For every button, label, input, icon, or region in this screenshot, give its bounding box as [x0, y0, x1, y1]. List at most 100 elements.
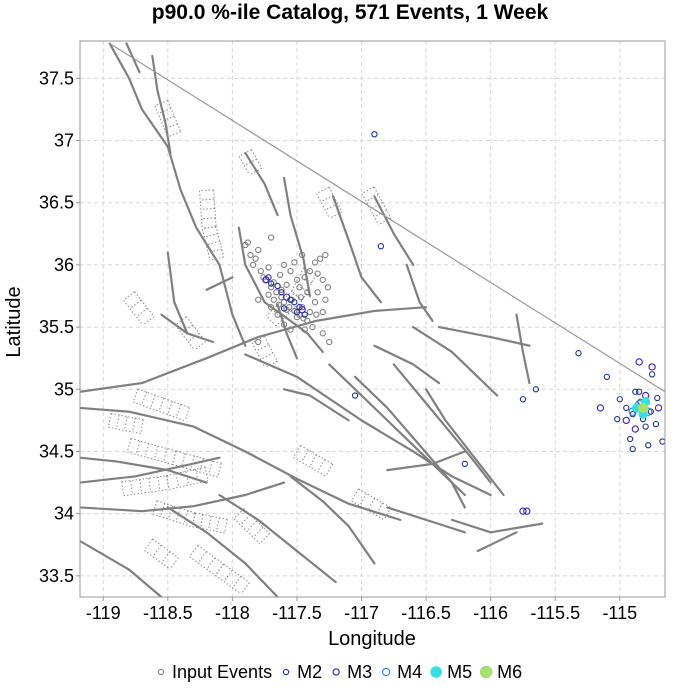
ruptured-fault [293, 444, 334, 477]
fault-trace [386, 450, 466, 472]
legend-label: M5 [447, 662, 472, 682]
ruptured-fault-traces [107, 100, 392, 595]
x-tick-label: -115.5 [530, 603, 580, 623]
fault-trace [108, 42, 247, 347]
input-event-marker [304, 317, 311, 325]
m2-event-marker [532, 386, 540, 393]
m3-event-marker [298, 306, 306, 314]
legend-item: Input Events [157, 662, 272, 682]
ruptured-fault [121, 466, 209, 497]
ruptured-fault [174, 316, 207, 351]
input-event-marker [255, 246, 262, 254]
fault-trace [476, 531, 518, 553]
x-axis-title: Longitude [328, 628, 416, 650]
m2-event-marker [642, 423, 649, 430]
fault-trace [160, 313, 215, 344]
ruptured-fault [351, 488, 392, 521]
m2-event-marker [274, 282, 281, 290]
ruptured-fault [143, 538, 179, 570]
input-event-marker [304, 289, 311, 296]
fault-trace [80, 539, 163, 597]
fault-trace [151, 54, 172, 155]
legend-item: M5 [430, 662, 472, 682]
input-event-marker [280, 261, 288, 269]
legend-marker [282, 668, 290, 676]
legend-label: M4 [397, 662, 422, 682]
m2-event-marker [371, 131, 378, 138]
input-event-marker [309, 323, 316, 331]
input-event-marker [267, 234, 275, 241]
m3-event-marker [622, 416, 630, 425]
input-event-marker [265, 264, 272, 271]
input-event-marker [283, 281, 290, 288]
fault-trace [353, 375, 466, 509]
y-tick-label: 34.5 [39, 441, 74, 461]
m2-event-marker [351, 392, 359, 399]
fault-trace [218, 493, 337, 584]
ruptured-fault [154, 100, 182, 138]
y-axis-ticks: 33.5 34 34.5 35 35.5 36 36.5 37 37.5 [39, 68, 80, 586]
x-tick-label: -119 [86, 603, 121, 623]
x-tick-label: -117.5 [272, 603, 322, 623]
m3-event-marker [519, 507, 527, 515]
input-event-marker [277, 271, 284, 278]
m3-event-marker [523, 507, 531, 515]
input-event-marker [311, 259, 319, 266]
fault-trace [386, 506, 466, 534]
y-tick-label: 35.5 [39, 317, 74, 337]
legend-marker [381, 667, 391, 677]
y-axis-title: Latitude [3, 286, 25, 357]
input-event-marker [326, 338, 333, 346]
fault-trace [244, 353, 492, 497]
input-event-marker [247, 251, 254, 259]
x-tick-label: -116.5 [401, 603, 451, 623]
m3-event-marker [596, 404, 605, 412]
m2-event-marker [614, 415, 621, 423]
fault-trace [282, 176, 311, 298]
input-event-marker [314, 270, 321, 277]
y-tick-label: 35 [54, 379, 74, 399]
input-event-marker [297, 294, 304, 301]
input-event-marker [314, 289, 321, 296]
input-event-marker [306, 267, 314, 275]
input-event-marker [242, 241, 249, 249]
m6-event-marker [637, 402, 649, 414]
legend-marker [430, 666, 442, 678]
input-event-marker [291, 259, 298, 266]
ruptured-fault [238, 149, 263, 176]
input-event-marker [293, 276, 301, 283]
input-event-marker [317, 255, 324, 262]
fault-trace [282, 388, 350, 422]
chart-title: p90.0 %-ile Catalog, 571 Events, 1 Week [152, 1, 549, 24]
y-tick-label: 37 [54, 131, 74, 151]
y-tick-label: 36.5 [39, 193, 74, 213]
input-event-marker [322, 296, 329, 303]
fault-trace [405, 263, 434, 322]
input-event-marker [257, 267, 264, 275]
ruptured-fault [265, 267, 317, 327]
y-tick-label: 36 [54, 255, 74, 275]
x-tick-label: -116 [473, 603, 508, 623]
input-event-marker [267, 284, 275, 291]
input-event-marker [319, 330, 326, 337]
ruptured-fault [126, 438, 222, 478]
x-tick-label: -118.5 [143, 603, 193, 623]
fault-trace [515, 313, 531, 385]
input-event-marker [249, 261, 257, 269]
m2-event-marker [629, 445, 636, 453]
ruptured-fault [316, 186, 343, 219]
ruptured-fault [107, 413, 144, 434]
m3-event-marker [631, 425, 639, 433]
m2-event-marker [267, 280, 275, 287]
boundary-line [109, 42, 665, 393]
ruptured-fault [123, 291, 155, 326]
m2-event-marker [280, 305, 288, 312]
plot-frame [79, 40, 666, 598]
legend-label: M3 [347, 662, 372, 682]
fault-trace [166, 251, 189, 335]
m2-event-marker [461, 460, 468, 468]
region-boundary [109, 42, 665, 393]
fault-trace [437, 325, 531, 347]
m2-event-marker [652, 420, 660, 428]
fault-trace [80, 456, 221, 484]
